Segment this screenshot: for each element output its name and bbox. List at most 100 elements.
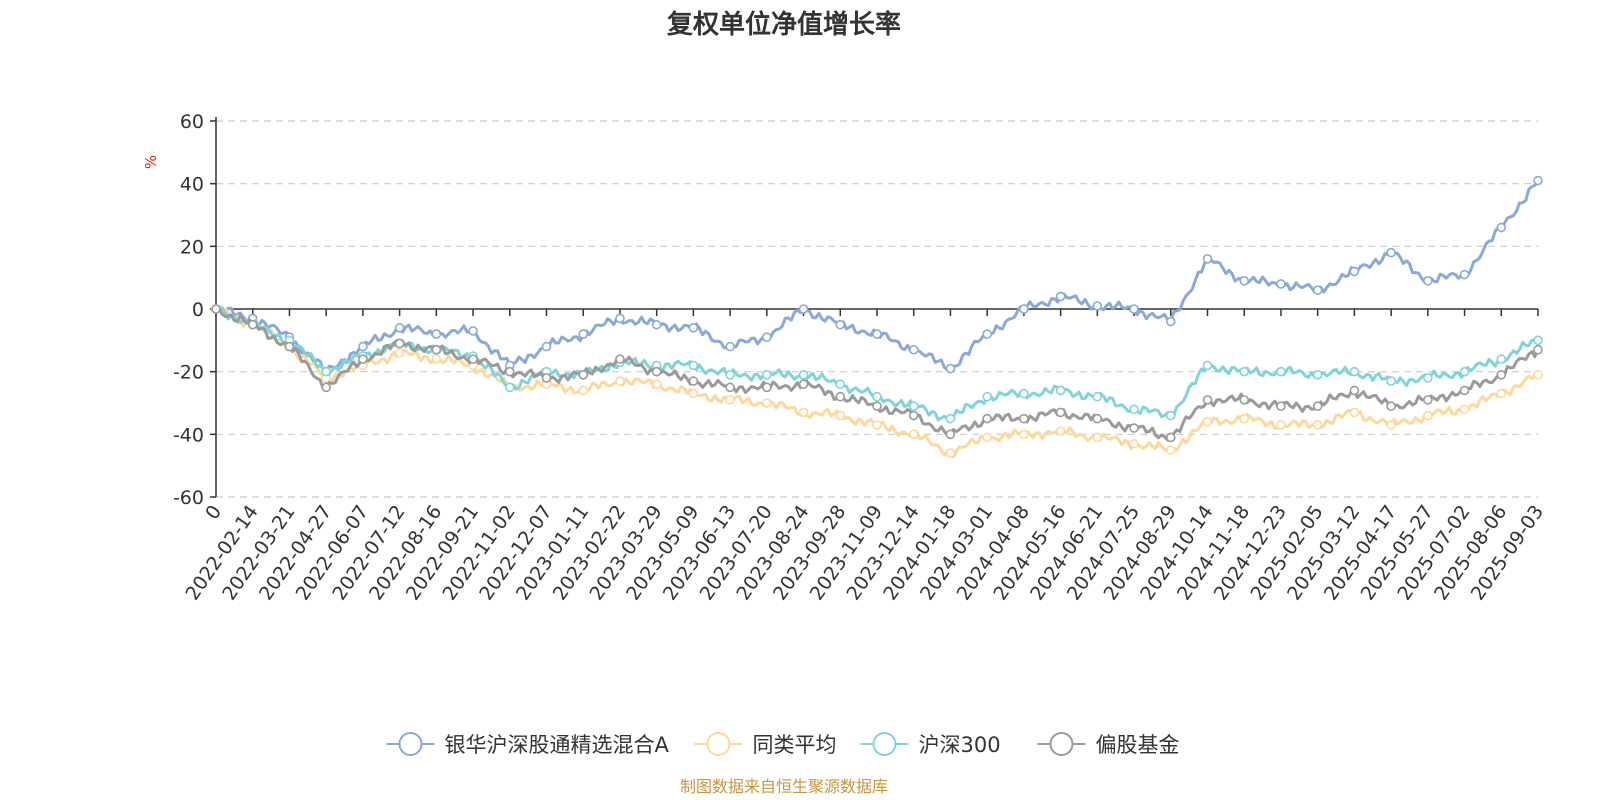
series-group [211,304,1543,443]
data-point [1386,376,1396,386]
data-point [358,341,368,352]
data-point [835,410,846,421]
data-point [1239,395,1250,405]
data-point [468,354,478,364]
data-point [541,341,552,352]
chart-title: 复权单位净值增长率 [667,9,901,40]
series-group [211,175,1543,377]
data-point [1129,423,1139,433]
legend-label: 同类平均 [753,733,837,757]
data-point [1459,404,1470,415]
data-point [1165,445,1176,455]
data-point [908,429,919,440]
legend-circle-icon [706,732,731,756]
data-point [982,329,992,339]
legend: 银华沪深股通精选混合A 同类平均 沪深300 偏股基金 [386,732,1180,757]
grid-lines [216,120,1538,498]
data-point [615,354,625,364]
data-point [1129,404,1139,415]
data-point [1312,420,1323,430]
data-point [982,413,992,424]
data-point [1533,369,1543,380]
data-point [1055,385,1066,396]
data-point [1276,401,1286,411]
data-point [1276,366,1286,377]
data-point [211,304,221,314]
data-point [1202,254,1213,264]
data-point [1165,432,1176,443]
data-point [1386,401,1396,411]
data-point [1459,385,1470,396]
y-tick-label: 20 [180,236,204,258]
data-point [1276,279,1286,289]
data-point [688,376,699,386]
data-point [872,391,882,402]
series-line [215,179,1540,374]
data-point [651,366,662,377]
data-point [725,341,735,352]
data-point [321,366,331,377]
data-point [872,329,882,339]
data-point [908,344,919,355]
data-point [1349,366,1360,377]
data-point [1533,344,1543,355]
data-point [1239,413,1250,424]
data-point [1533,175,1543,186]
y-tick-label: -60 [173,487,204,509]
legend-item: 银华沪深股通精选混合A [386,732,669,757]
data-point [1496,222,1507,233]
data-point [1092,301,1103,311]
data-point [578,369,589,380]
y-tick-label: 0 [192,299,204,321]
data-point [1459,269,1470,280]
data-point [1055,426,1066,437]
data-point [541,373,552,383]
data-point [1202,416,1213,427]
data-point [615,376,625,386]
legend-item: 同类平均 [694,732,837,757]
data-point [1276,420,1286,430]
legend-circle-icon [1049,732,1074,756]
data-point [615,313,625,324]
data-point [431,354,442,364]
data-point [1349,407,1360,418]
data-point [688,360,699,371]
data-point [1459,366,1470,377]
data-point [247,319,258,330]
data-point [762,369,772,380]
data-point [835,319,846,330]
data-point [725,395,735,405]
data-point [945,413,956,424]
data-point [1386,247,1396,258]
data-point [1349,385,1360,396]
data-point [1349,266,1360,277]
legend-circle-icon [398,732,423,756]
data-point [1496,369,1507,380]
data-point [1423,275,1433,286]
data-point [762,398,772,408]
series-lines [211,175,1543,459]
data-point [1092,413,1103,424]
data-point [725,369,735,380]
data-point [1239,275,1250,286]
data-point [578,329,589,339]
data-point [798,379,809,390]
data-point [688,388,699,399]
data-point [1386,420,1396,430]
data-point [1312,285,1323,296]
data-point [1019,413,1029,424]
data-point [908,410,919,421]
data-point [798,407,809,418]
data-point [504,382,515,393]
data-point [468,326,478,336]
data-point [1423,410,1433,421]
y-tick-label: 40 [180,174,204,196]
data-point [1129,438,1139,449]
data-point [1165,410,1176,421]
data-point [1055,291,1066,302]
y-tick-label: -20 [173,362,204,384]
y-axis-unit: % [142,155,160,169]
data-point [1202,395,1213,405]
data-point [908,401,919,411]
axes: 6040200-20-40-6002022-02-142022-03-21202… [173,111,1548,604]
